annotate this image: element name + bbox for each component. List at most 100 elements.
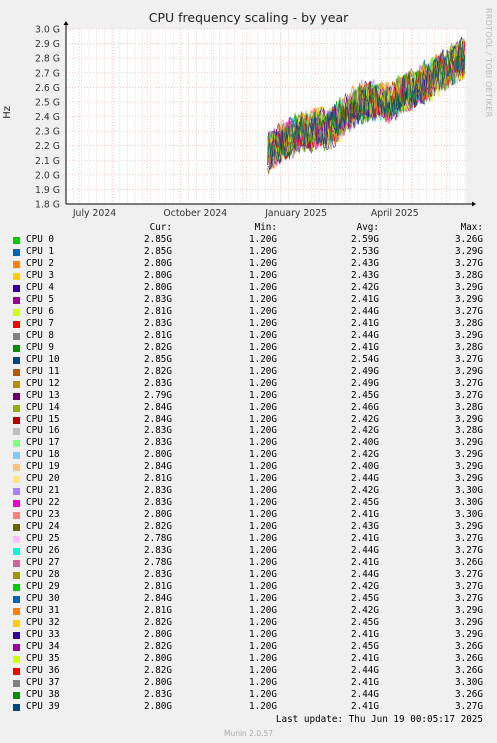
cur-value: 2.84G (144, 413, 172, 425)
avg-value: 2.44G (351, 569, 379, 581)
cur-value: 2.85G (144, 245, 172, 257)
min-value: 1.20G (249, 521, 277, 533)
cur-value: 2.82G (144, 616, 172, 628)
min-value: 1.20G (249, 652, 277, 664)
legend-row: CPU 17 2.83G 1.20G 2.40G 3.29G (0, 437, 497, 449)
legend-row: CPU 4 2.80G 1.20G 2.42G 3.29G (0, 282, 497, 294)
cur-value: 2.83G (144, 425, 172, 437)
max-value: 3.29G (455, 437, 483, 449)
cur-value: 2.80G (144, 628, 172, 640)
y-tick-label: 1.9 G (35, 185, 60, 196)
max-value: 3.27G (455, 593, 483, 605)
avg-value: 2.42G (351, 485, 379, 497)
legend-row: CPU 14 2.84G 1.20G 2.46G 3.28G (0, 402, 497, 414)
cur-value: 2.83G (144, 497, 172, 509)
legend-series-name: CPU 36 (26, 664, 60, 676)
max-value: 3.29G (455, 605, 483, 616)
min-value: 1.20G (249, 473, 277, 485)
cur-value: 2.78G (144, 557, 172, 569)
avg-value: 2.41G (351, 652, 379, 664)
legend-row: CPU 26 2.83G 1.20G 2.44G 3.27G (0, 545, 497, 557)
min-value: 1.20G (249, 497, 277, 509)
max-value: 3.30G (455, 509, 483, 521)
legend-row: CPU 21 2.83G 1.20G 2.42G 3.30G (0, 485, 497, 497)
min-value: 1.20G (249, 281, 277, 293)
min-value: 1.20G (249, 329, 277, 341)
min-value: 1.20G (249, 557, 277, 569)
legend-row: CPU 3 2.80G 1.20G 2.43G 3.28G (0, 270, 497, 282)
legend-swatch (13, 236, 20, 244)
cur-value: 2.80G (144, 700, 172, 712)
legend-row: CPU 22 2.83G 1.20G 2.45G 3.30G (0, 497, 497, 509)
cur-value: 2.81G (144, 329, 172, 341)
legend-series-name: CPU 8 (26, 329, 54, 341)
min-value: 1.20G (249, 305, 277, 317)
legend-series-name: CPU 2 (26, 257, 54, 269)
legend-series-name: CPU 23 (26, 509, 60, 521)
legend-series-name: CPU 21 (26, 485, 60, 497)
y-tick-label: 1.8 G (35, 200, 60, 211)
cur-value: 2.83G (144, 317, 172, 329)
legend-rows: CPU 0 2.85G 1.20G 2.59G 3.26G CPU 1 2.85G 1.20G… (0, 234, 497, 713)
min-value: 1.20G (249, 676, 277, 688)
cur-value: 2.80G (144, 269, 172, 281)
legend-swatch (13, 380, 20, 388)
avg-value: 2.44G (351, 545, 379, 557)
legend-swatch (13, 619, 20, 627)
max-value: 3.29G (455, 521, 483, 533)
legend-swatch (13, 476, 20, 484)
max-value: 3.29G (455, 245, 483, 257)
max-value: 3.27G (455, 389, 483, 401)
avg-value: 2.43G (351, 269, 379, 281)
legend-swatch (13, 308, 20, 316)
legend-swatch (13, 248, 20, 256)
legend-row: CPU 18 2.80G 1.20G 2.42G 3.29G (0, 449, 497, 461)
legend-series-name: CPU 27 (26, 557, 60, 569)
legend-row: CPU 16 2.83G 1.20G 2.42G 3.28G (0, 425, 497, 437)
min-value: 1.20G (249, 293, 277, 305)
legend-swatch (13, 452, 20, 460)
avg-value: 2.41G (351, 293, 379, 305)
legend-row: CPU 33 2.80G 1.20G 2.41G 3.29G (0, 629, 497, 641)
min-value: 1.20G (249, 640, 277, 652)
x-axis-ticks: July 2024 October 2024 January 2025 April 2… (72, 208, 419, 219)
legend-swatch (13, 428, 20, 436)
cur-value: 2.81G (144, 305, 172, 317)
min-value: 1.20G (249, 245, 277, 257)
avg-value: 2.45G (351, 616, 379, 628)
legend-row: CPU 23 2.80G 1.20G 2.41G 3.30G (0, 509, 497, 521)
min-value: 1.20G (249, 269, 277, 281)
min-value: 1.20G (249, 700, 277, 712)
legend-swatch (13, 392, 20, 400)
cur-value: 2.83G (144, 437, 172, 449)
cur-value: 2.80G (144, 257, 172, 269)
legend-row: CPU 31 2.81G 1.20G 2.42G 3.29G (0, 605, 497, 617)
max-value: 3.29G (455, 461, 483, 473)
max-value: 3.27G (455, 305, 483, 317)
min-value: 1.20G (249, 664, 277, 676)
legend-row: CPU 38 2.83G 1.20G 2.44G 3.26G (0, 689, 497, 701)
legend-header: Cur: Min: Avg: Max: (0, 222, 497, 234)
legend-series-name: CPU 34 (26, 640, 60, 652)
max-value: 3.30G (455, 676, 483, 688)
x-axis-arrow-icon (472, 201, 476, 207)
legend-row: CPU 27 2.78G 1.20G 2.41G 3.26G (0, 557, 497, 569)
legend-swatch (13, 667, 20, 675)
series-line (267, 48, 466, 162)
legend-swatch (13, 332, 20, 340)
legend-swatch (13, 643, 20, 651)
legend-series-name: CPU 38 (26, 688, 60, 700)
min-value: 1.20G (249, 569, 277, 581)
legend-row: CPU 19 2.84G 1.20G 2.40G 3.29G (0, 461, 497, 473)
legend-series-name: CPU 14 (26, 401, 60, 413)
header-cur: Cur: (149, 222, 172, 233)
y-tick-label: 2.2 G (35, 141, 60, 152)
avg-value: 2.59G (351, 233, 379, 245)
avg-value: 2.44G (351, 664, 379, 676)
legend-row: CPU 37 2.80G 1.20G 2.41G 3.30G (0, 677, 497, 689)
cur-value: 2.84G (144, 401, 172, 413)
legend-row: CPU 1 2.85G 1.20G 2.53G 3.29G (0, 246, 497, 258)
legend-series-name: CPU 32 (26, 616, 60, 628)
legend-row: CPU 9 2.82G 1.20G 2.41G 3.28G (0, 342, 497, 354)
legend-swatch (13, 404, 20, 412)
